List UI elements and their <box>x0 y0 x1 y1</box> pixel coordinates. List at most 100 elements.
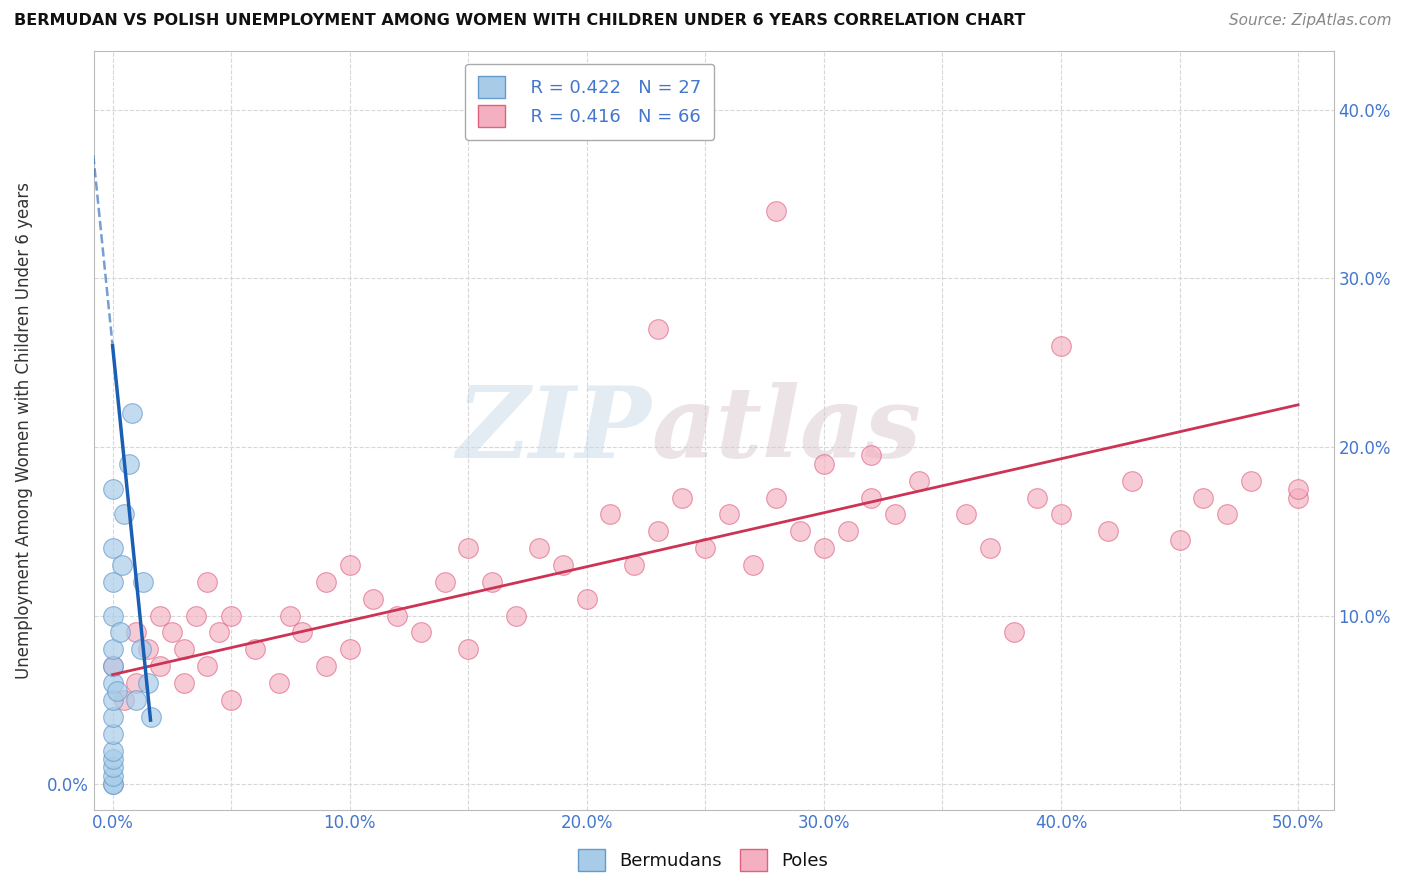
Point <box>671 491 693 505</box>
Point <box>979 541 1001 556</box>
Point <box>173 676 195 690</box>
Point <box>160 625 183 640</box>
Point <box>860 491 883 505</box>
Point <box>139 710 162 724</box>
Point <box>101 693 124 707</box>
Point <box>197 574 219 589</box>
Point <box>741 558 763 572</box>
Point <box>789 524 811 539</box>
Point <box>457 541 479 556</box>
Point <box>765 203 787 218</box>
Point <box>1026 491 1049 505</box>
Point <box>101 659 124 673</box>
Legend:   R = 0.422   N = 27,   R = 0.416   N = 66: R = 0.422 N = 27, R = 0.416 N = 66 <box>465 63 714 140</box>
Point <box>243 642 266 657</box>
Point <box>481 574 503 589</box>
Point <box>505 608 527 623</box>
Point <box>1168 533 1191 547</box>
Point <box>280 608 302 623</box>
Point <box>118 457 141 471</box>
Point <box>149 608 172 623</box>
Point <box>623 558 645 572</box>
Point <box>114 693 136 707</box>
Point <box>339 642 361 657</box>
Point <box>291 625 314 640</box>
Point <box>529 541 551 556</box>
Point <box>813 457 835 471</box>
Point <box>267 676 290 690</box>
Point <box>315 574 337 589</box>
Point <box>219 608 242 623</box>
Point <box>1121 474 1143 488</box>
Point <box>1097 524 1119 539</box>
Point <box>1050 508 1073 522</box>
Point <box>433 574 456 589</box>
Point <box>129 642 152 657</box>
Point <box>101 608 124 623</box>
Text: BERMUDAN VS POLISH UNEMPLOYMENT AMONG WOMEN WITH CHILDREN UNDER 6 YEARS CORRELAT: BERMUDAN VS POLISH UNEMPLOYMENT AMONG WO… <box>14 13 1025 29</box>
Point <box>599 508 621 522</box>
Point <box>551 558 574 572</box>
Point <box>955 508 977 522</box>
Point <box>1216 508 1239 522</box>
Point <box>125 625 148 640</box>
Point <box>575 591 598 606</box>
Point <box>363 591 385 606</box>
Point <box>101 541 124 556</box>
Point <box>101 642 124 657</box>
Point <box>339 558 361 572</box>
Point <box>101 659 124 673</box>
Point <box>184 608 207 623</box>
Point <box>111 558 134 572</box>
Legend: Bermudans, Poles: Bermudans, Poles <box>571 842 835 879</box>
Point <box>1002 625 1025 640</box>
Point <box>385 608 408 623</box>
Point <box>125 693 148 707</box>
Point <box>101 760 124 774</box>
Y-axis label: Unemployment Among Women with Children Under 6 years: Unemployment Among Women with Children U… <box>15 182 32 679</box>
Point <box>695 541 717 556</box>
Point <box>101 574 124 589</box>
Point <box>765 491 787 505</box>
Point <box>101 752 124 766</box>
Point <box>101 769 124 783</box>
Point <box>125 676 148 690</box>
Point <box>101 777 124 791</box>
Point <box>1240 474 1263 488</box>
Point <box>136 676 159 690</box>
Point <box>315 659 337 673</box>
Point <box>884 508 907 522</box>
Point <box>1192 491 1215 505</box>
Point <box>1050 339 1073 353</box>
Point <box>114 508 136 522</box>
Point <box>197 659 219 673</box>
Point <box>136 642 159 657</box>
Point <box>101 710 124 724</box>
Point <box>101 743 124 757</box>
Point <box>108 625 131 640</box>
Point <box>837 524 859 539</box>
Point <box>813 541 835 556</box>
Point <box>647 322 669 336</box>
Point <box>860 449 883 463</box>
Point <box>101 482 124 496</box>
Point <box>1286 491 1309 505</box>
Text: ZIP: ZIP <box>457 382 651 478</box>
Point <box>907 474 929 488</box>
Point <box>647 524 669 539</box>
Point <box>219 693 242 707</box>
Point <box>1286 482 1309 496</box>
Point <box>409 625 432 640</box>
Point <box>101 726 124 740</box>
Point <box>121 406 143 420</box>
Point <box>718 508 741 522</box>
Text: atlas: atlas <box>651 382 921 478</box>
Text: Source: ZipAtlas.com: Source: ZipAtlas.com <box>1229 13 1392 29</box>
Point <box>149 659 172 673</box>
Point <box>208 625 231 640</box>
Point <box>101 676 124 690</box>
Point <box>457 642 479 657</box>
Point <box>101 777 124 791</box>
Point <box>132 574 155 589</box>
Point <box>173 642 195 657</box>
